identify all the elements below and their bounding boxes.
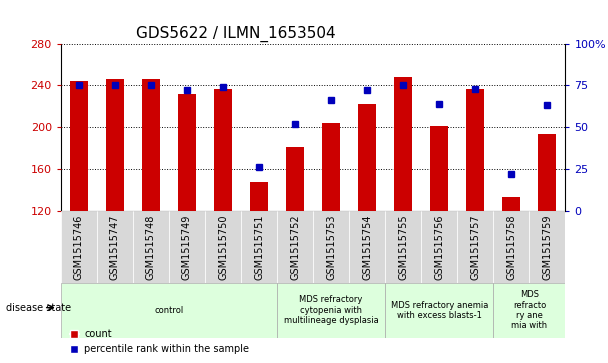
Bar: [385, 283, 493, 338]
Text: disease state: disease state: [6, 303, 71, 313]
Text: GSM1515751: GSM1515751: [254, 214, 264, 280]
Bar: [493, 211, 530, 283]
Bar: [539, 134, 556, 211]
Bar: [385, 211, 421, 283]
Bar: [530, 211, 565, 283]
Text: MDS
refracto
ry ane
mia with: MDS refracto ry ane mia with: [511, 290, 547, 330]
Bar: [133, 211, 169, 283]
Bar: [241, 211, 277, 283]
Bar: [421, 211, 457, 283]
Bar: [457, 211, 493, 283]
Bar: [502, 197, 520, 211]
Text: GSM1515748: GSM1515748: [146, 214, 156, 280]
Bar: [142, 79, 160, 211]
Bar: [169, 211, 205, 283]
Text: GSM1515755: GSM1515755: [398, 214, 408, 280]
Text: MDS refractory anemia
with excess blasts-1: MDS refractory anemia with excess blasts…: [390, 301, 488, 320]
Bar: [277, 211, 313, 283]
Bar: [466, 89, 485, 211]
Bar: [250, 182, 268, 211]
Bar: [106, 79, 124, 211]
Text: GDS5622 / ILMN_1653504: GDS5622 / ILMN_1653504: [136, 26, 336, 42]
Bar: [358, 104, 376, 211]
Bar: [394, 77, 412, 211]
Legend: count, percentile rank within the sample: count, percentile rank within the sample: [66, 326, 253, 358]
Bar: [61, 211, 97, 283]
Bar: [178, 94, 196, 211]
Text: GSM1515749: GSM1515749: [182, 214, 192, 280]
Text: GSM1515753: GSM1515753: [326, 214, 336, 280]
Text: GSM1515754: GSM1515754: [362, 214, 372, 280]
Bar: [277, 283, 385, 338]
Bar: [493, 283, 565, 338]
Bar: [322, 123, 340, 211]
Bar: [205, 211, 241, 283]
Text: GSM1515757: GSM1515757: [471, 214, 480, 280]
Bar: [61, 283, 277, 338]
Bar: [70, 81, 88, 211]
Text: GSM1515756: GSM1515756: [434, 214, 444, 280]
Text: GSM1515746: GSM1515746: [74, 214, 84, 280]
Text: GSM1515750: GSM1515750: [218, 214, 228, 280]
Text: GSM1515747: GSM1515747: [110, 214, 120, 280]
Bar: [349, 211, 385, 283]
Bar: [97, 211, 133, 283]
Text: control: control: [154, 306, 184, 315]
Bar: [286, 147, 304, 211]
Bar: [313, 211, 349, 283]
Text: GSM1515752: GSM1515752: [290, 214, 300, 280]
Text: GSM1515758: GSM1515758: [506, 214, 516, 280]
Text: MDS refractory
cytopenia with
multilineage dysplasia: MDS refractory cytopenia with multilinea…: [284, 295, 379, 325]
Bar: [430, 126, 448, 211]
Bar: [214, 89, 232, 211]
Text: GSM1515759: GSM1515759: [542, 214, 553, 280]
